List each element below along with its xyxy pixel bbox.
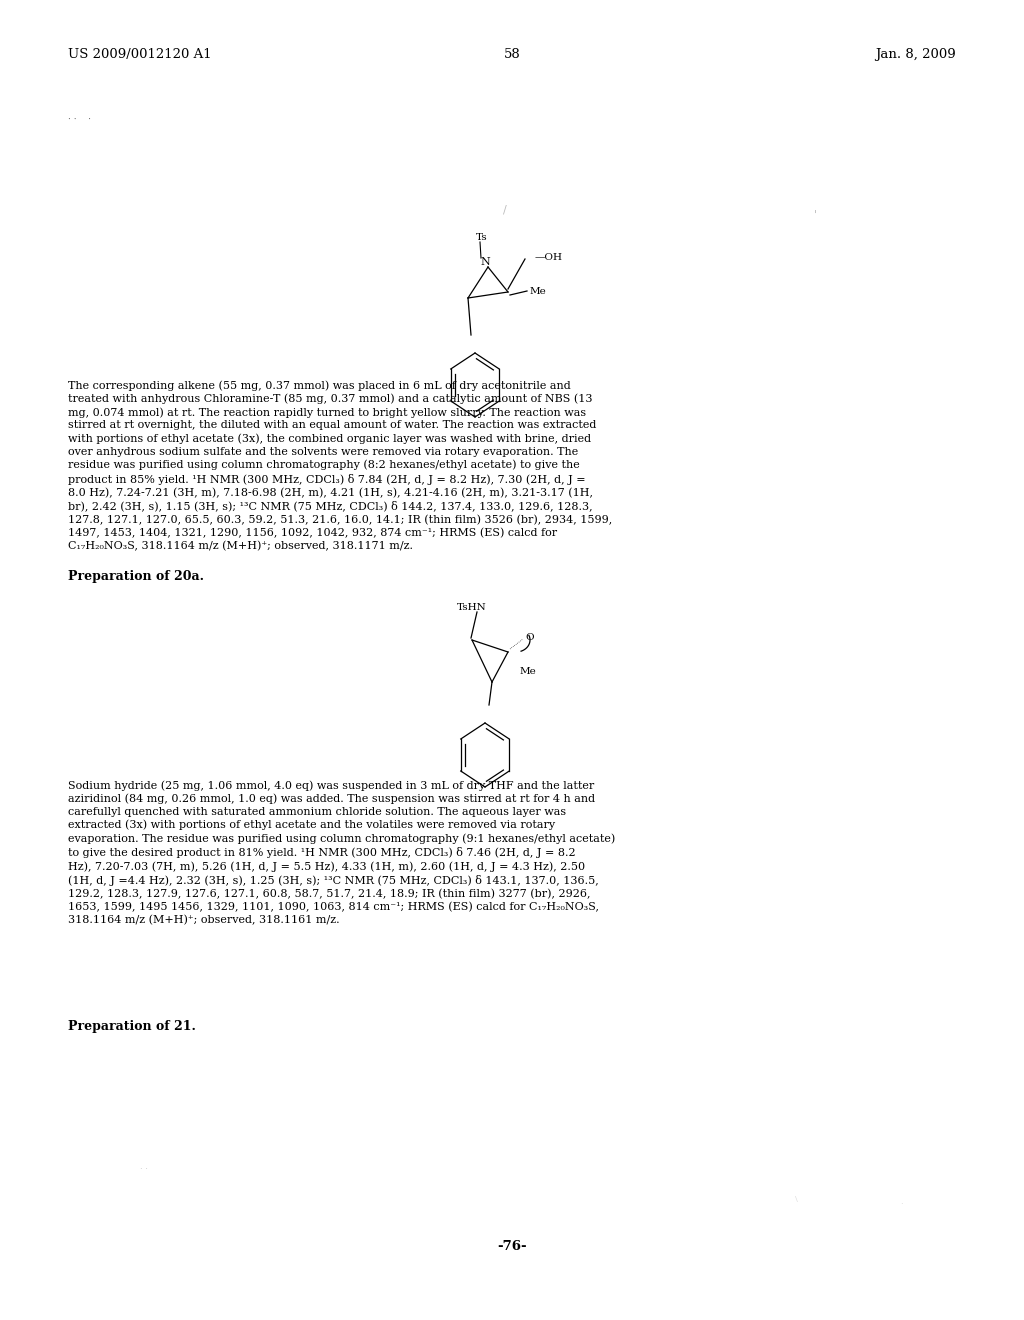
Text: O: O: [525, 634, 534, 643]
Text: Preparation of 20a.: Preparation of 20a.: [68, 570, 204, 583]
Text: 58: 58: [504, 48, 520, 61]
Text: \: \: [795, 1195, 798, 1203]
Text: /: /: [503, 205, 507, 215]
Text: The corresponding alkene (55 mg, 0.37 mmol) was placed in 6 mL of dry acetonitri: The corresponding alkene (55 mg, 0.37 mm…: [68, 380, 612, 552]
Text: US 2009/0012120 A1: US 2009/0012120 A1: [68, 48, 212, 61]
Text: Ts: Ts: [476, 234, 487, 242]
Text: ·: ·: [900, 1200, 902, 1208]
Text: —OH: —OH: [535, 253, 563, 263]
Text: Preparation of 21.: Preparation of 21.: [68, 1020, 196, 1034]
Text: · ·: · ·: [140, 1166, 147, 1173]
Text: Jan. 8, 2009: Jan. 8, 2009: [876, 48, 956, 61]
Text: Sodium hydride (25 mg, 1.06 mmol, 4.0 eq) was suspended in 3 mL of dry THF and t: Sodium hydride (25 mg, 1.06 mmol, 4.0 eq…: [68, 780, 615, 925]
Text: N: N: [480, 257, 489, 267]
Text: Me: Me: [530, 288, 547, 297]
Text: ': ': [813, 210, 816, 220]
Text: · ·    ·: · · ·: [68, 115, 91, 124]
Text: Me: Me: [520, 668, 537, 676]
Text: TsHN: TsHN: [457, 603, 486, 612]
Text: -76-: -76-: [498, 1239, 526, 1253]
